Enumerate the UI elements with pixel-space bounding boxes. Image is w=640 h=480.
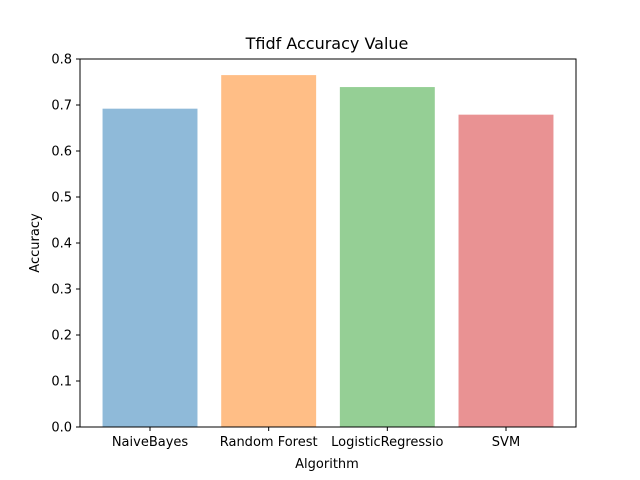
x-tick-label: Random Forest [220,435,318,450]
y-tick-label: 0.4 [51,237,72,252]
y-tick-label: 0.0 [51,421,72,436]
y-tick-label: 0.1 [51,375,72,390]
x-tick-label: NaiveBayes [112,435,189,450]
y-tick-label: 0.8 [51,53,72,68]
bar-svm [459,115,554,427]
x-axis-label: Algorithm [295,457,359,472]
x-tick-label: LogisticRegressio [331,435,443,450]
y-tick-label: 0.3 [51,283,72,298]
x-tick-label: SVM [492,435,520,450]
bars-group [103,75,554,427]
bar-logisticregressio [340,87,435,427]
chart-title: Tfidf Accuracy Value [245,34,409,53]
y-tick-label: 0.6 [51,145,72,160]
y-tick-label: 0.5 [51,191,72,206]
bar-random-forest [221,75,316,427]
y-tick-label: 0.2 [51,329,72,344]
bar-naivebayes [103,109,198,427]
y-tick-label: 0.7 [51,99,72,114]
y-axis-label: Accuracy [28,213,43,273]
